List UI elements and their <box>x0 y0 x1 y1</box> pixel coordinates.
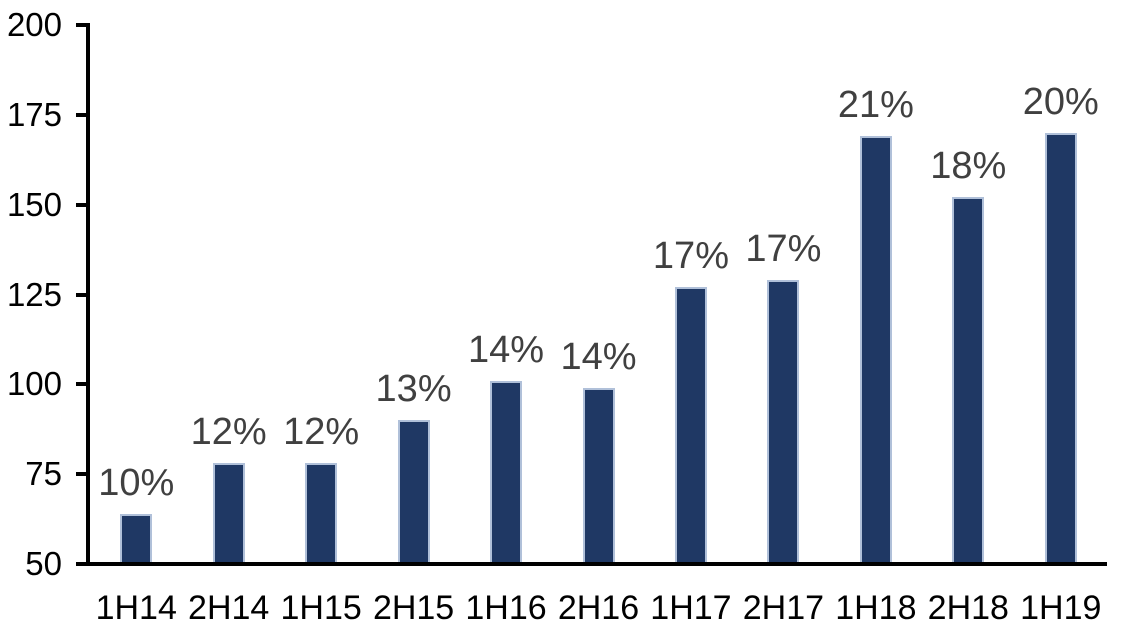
x-tick-label: 2H15 <box>372 589 455 627</box>
y-tick-label: 125 <box>6 275 62 313</box>
bar-1h15 <box>305 463 338 564</box>
x-tick-label: 1H14 <box>95 589 177 627</box>
x-tick-label: 2H14 <box>188 589 270 627</box>
bar-1h16 <box>490 380 523 564</box>
x-tick-label: 1H16 <box>465 589 547 627</box>
bar-value-label: 12% <box>283 411 360 454</box>
bar-value-label: 14% <box>468 328 545 371</box>
x-axis-line <box>86 562 1107 566</box>
y-tick-mark <box>76 472 90 477</box>
bar-value-label: 18% <box>930 145 1007 188</box>
y-tick-label: 50 <box>25 545 62 582</box>
y-tick-mark <box>76 112 90 117</box>
x-tick-label: 1H18 <box>835 589 917 627</box>
bar-2h18 <box>952 197 985 564</box>
x-tick-label: 2H16 <box>557 589 640 627</box>
y-tick-label: 175 <box>6 95 62 133</box>
bar-2h14 <box>212 463 245 564</box>
bar-value-label: 13% <box>375 368 452 411</box>
y-axis-line <box>86 23 90 566</box>
y-tick-label: 200 <box>6 6 62 43</box>
bar-value-label: 21% <box>837 84 914 127</box>
bar-value-label: 12% <box>190 411 267 454</box>
bar-1h18 <box>859 136 892 564</box>
bar-value-label: 17% <box>652 235 729 278</box>
x-tick-label: 2H18 <box>927 589 1009 627</box>
bar-value-label: 17% <box>745 228 822 271</box>
y-tick-mark <box>76 562 90 566</box>
bar-2h15 <box>397 420 430 564</box>
bar-value-label: 20% <box>1022 80 1099 123</box>
y-tick-mark <box>76 23 90 27</box>
y-tick-label: 150 <box>6 185 62 223</box>
y-tick-mark <box>76 382 90 387</box>
y-tick-label: 75 <box>25 455 62 493</box>
x-tick-label: 2H17 <box>742 589 825 627</box>
x-tick-label: 1H15 <box>280 589 362 627</box>
y-tick-label: 100 <box>6 365 62 403</box>
y-tick-mark <box>76 292 90 297</box>
bar-1h19 <box>1044 132 1077 564</box>
bar-1h17 <box>674 287 707 564</box>
bar-2h16 <box>582 387 615 564</box>
bar-value-label: 10% <box>98 461 175 504</box>
bar-2h17 <box>767 280 800 564</box>
y-tick-mark <box>76 202 90 207</box>
x-tick-label: 1H19 <box>1020 589 1102 627</box>
bar-value-label: 14% <box>560 335 637 378</box>
x-tick-label: 1H17 <box>650 589 732 627</box>
bar-1h14 <box>120 513 153 564</box>
